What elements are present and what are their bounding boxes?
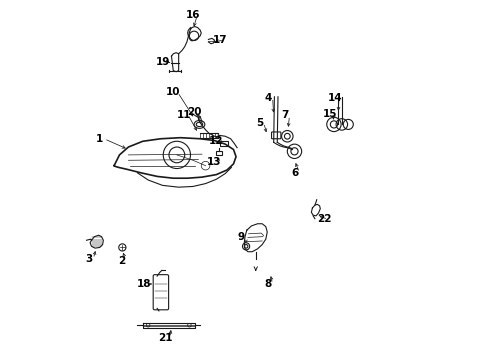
Text: 18: 18 <box>137 279 151 289</box>
Text: 20: 20 <box>188 107 202 117</box>
Bar <box>220 141 228 146</box>
Text: 22: 22 <box>317 215 331 224</box>
Text: 4: 4 <box>265 93 272 103</box>
Text: 13: 13 <box>207 157 222 167</box>
Text: 8: 8 <box>265 279 272 289</box>
Text: 1: 1 <box>96 134 103 144</box>
Text: 17: 17 <box>213 35 227 45</box>
Text: 10: 10 <box>166 87 180 97</box>
Text: 16: 16 <box>186 10 200 20</box>
Text: 3: 3 <box>85 254 93 264</box>
Text: 11: 11 <box>177 111 191 121</box>
Text: 15: 15 <box>322 109 337 119</box>
Text: 19: 19 <box>155 57 170 67</box>
Text: 7: 7 <box>281 111 289 121</box>
Text: 6: 6 <box>292 168 299 178</box>
Text: 21: 21 <box>158 333 172 343</box>
Text: 14: 14 <box>327 93 342 103</box>
Text: 9: 9 <box>238 232 245 242</box>
Text: 12: 12 <box>208 136 223 145</box>
Text: 5: 5 <box>256 118 263 128</box>
Bar <box>216 150 222 155</box>
Text: 2: 2 <box>118 256 125 266</box>
